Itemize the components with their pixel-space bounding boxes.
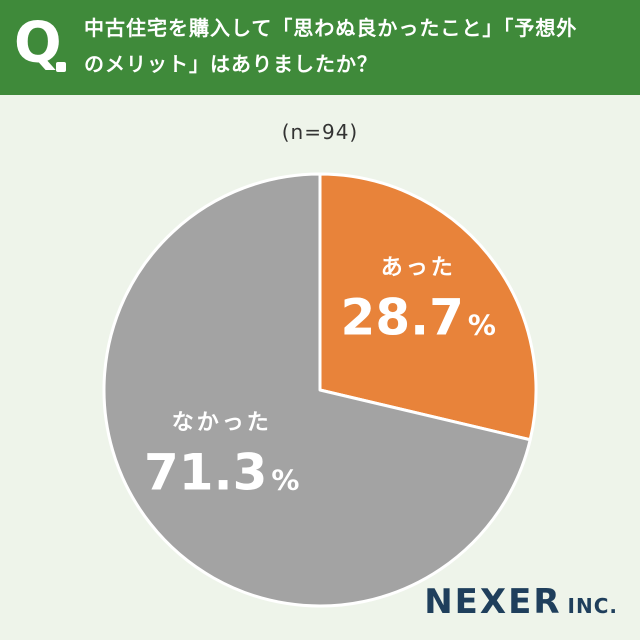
question-line-1: 中古住宅を購入して「思わぬ良かったこと」「予想外 [84,16,578,40]
slice-label-2: なかった [172,411,272,436]
q-mark: Q [14,11,62,76]
pie-slice-1 [318,172,538,442]
logo-main: NEXER [424,582,562,622]
pie-slice-2 [102,172,532,608]
q-dot [56,62,66,72]
logo-suffix: INC. [567,594,618,618]
sample-size: (n=94) [281,120,359,144]
slice-label-1: あった [381,255,456,280]
slice-value-1: 28.7% [341,288,496,346]
nexer-logo: NEXER INC. [424,582,618,622]
slice-value-2: 71.3% [144,444,299,502]
question-text: 中古住宅を購入して「思わぬ良かったこと」「予想外 のメリット」はありましたか？ [84,10,629,82]
question-header: Q 中古住宅を購入して「思わぬ良かったこと」「予想外 のメリット」はありましたか… [0,0,640,95]
question-line-2: のメリット」はありましたか？ [84,52,378,76]
